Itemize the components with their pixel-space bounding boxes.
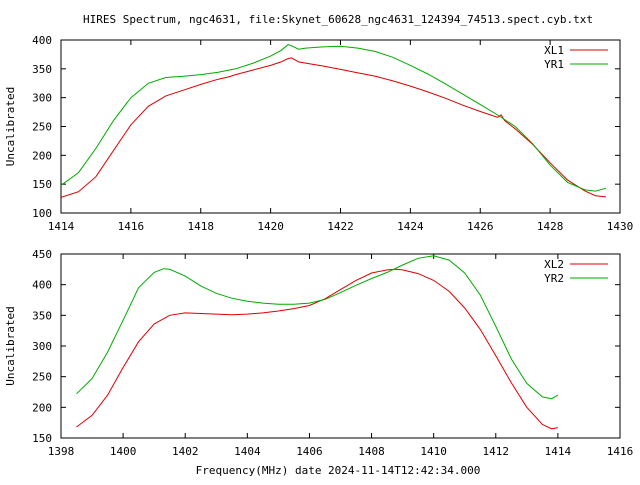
- plot-frame: [60, 39, 621, 214]
- chart-title: HIRES Spectrum, ngc4631, file:Skynet_606…: [83, 13, 593, 26]
- y-tick-label: 200: [32, 149, 52, 162]
- y-tick-label: 350: [32, 63, 52, 76]
- x-tick-label: 1416: [607, 445, 634, 458]
- x-tick-label: 1416: [118, 220, 145, 233]
- y-axis-label: Uncalibrated: [4, 306, 17, 385]
- x-tick-label: 1400: [110, 445, 137, 458]
- x-tick-label: 1426: [467, 220, 494, 233]
- x-tick-label: 1424: [397, 220, 424, 233]
- y-tick-label: 150: [32, 178, 52, 191]
- x-tick-label: 1428: [537, 220, 564, 233]
- series-line-yr1: [60, 44, 607, 192]
- bottom-panel: 1398 1400 1402 1404 1406 1408 1410 1412 1414 1416…: [4, 248, 633, 458]
- x-tick-label: 1422: [327, 220, 354, 233]
- x-tick-label: 1414: [545, 445, 572, 458]
- y-tick-label: 350: [32, 309, 52, 322]
- legend-label-xl1: XL1: [544, 44, 564, 57]
- y-tick-label: 200: [32, 401, 52, 414]
- x-tick-label: 1408: [358, 445, 385, 458]
- y-tick-label: 300: [32, 340, 52, 353]
- y-tick-label: 250: [32, 371, 52, 384]
- series-line-xl2: [76, 268, 558, 430]
- top-panel: 1414 1416 1418 1420 1422 1424 1426 1428 1430 100 1…: [4, 34, 633, 233]
- y-tick-label: 100: [32, 207, 52, 220]
- x-tick-label: 1412: [483, 445, 510, 458]
- x-tick-label: 1420: [257, 220, 284, 233]
- y-tick-label: 400: [32, 34, 52, 47]
- legend-label-yr1: YR1: [544, 58, 564, 71]
- y-tick-label: 450: [32, 248, 52, 261]
- series-line-yr2: [76, 255, 559, 400]
- x-tick-label: 1414: [48, 220, 75, 233]
- x-tick-label: 1406: [296, 445, 323, 458]
- series-line-xl1: [60, 57, 607, 198]
- legend-label-yr2: YR2: [544, 272, 564, 285]
- y-tick-label: 250: [32, 121, 52, 134]
- legend-label-xl2: XL2: [544, 258, 564, 271]
- y-tick-label: 150: [32, 432, 52, 445]
- y-tick-label: 400: [32, 279, 52, 292]
- y-tick-label: 300: [32, 92, 52, 105]
- y-axis-label: Uncalibrated: [4, 87, 17, 166]
- x-tick-label: 1404: [234, 445, 261, 458]
- x-tick-label: 1402: [172, 445, 199, 458]
- x-tick-label: 1418: [188, 220, 215, 233]
- x-tick-label: 1410: [420, 445, 447, 458]
- x-axis-label: Frequency(MHz) date 2024-11-14T12:42:34.…: [196, 464, 481, 477]
- x-tick-label: 1398: [48, 445, 75, 458]
- x-tick-label: 1430: [607, 220, 634, 233]
